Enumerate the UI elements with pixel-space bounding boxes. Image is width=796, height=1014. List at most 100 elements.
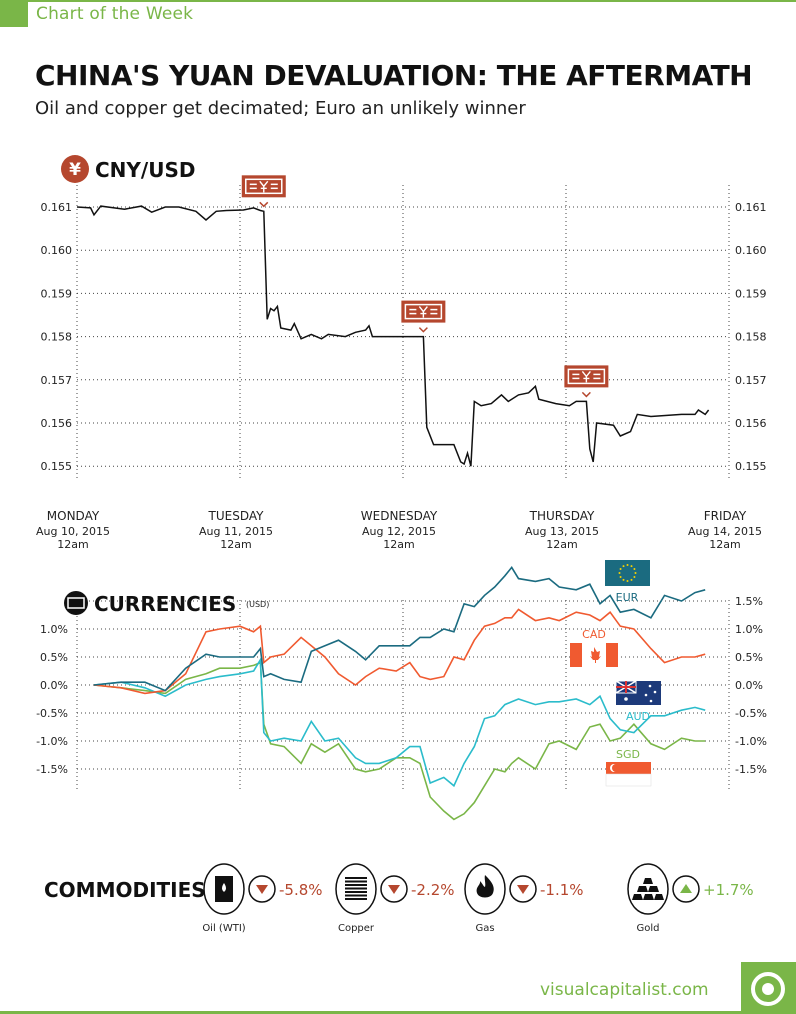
day-name: WEDNESDAY <box>361 509 438 523</box>
commodities-row: -5.8% Oil (WTI) -2.2% Copper -1.1% Gas +1.7% Go… <box>202 863 754 934</box>
eu-star <box>634 572 637 574</box>
day-name: FRIDAY <box>704 509 747 523</box>
eu-star <box>630 565 633 568</box>
y-tick-right: 0.156 <box>735 417 767 430</box>
coil <box>345 891 367 893</box>
page-subtitle: Oil and copper get decimated; Euro an un… <box>35 98 526 119</box>
page-title: CHINA'S YUAN DEVALUATION: THE AFTERMATH <box>35 59 753 92</box>
triangle-down-icon <box>388 885 400 894</box>
yuan-icon <box>61 155 89 183</box>
commodity-name: Gold <box>637 923 660 934</box>
eu-star <box>619 568 622 570</box>
day-date: Aug 13, 2015 <box>525 525 599 538</box>
y-tick-left: 0.159 <box>41 287 73 300</box>
footer-url[interactable]: visualcapitalist.com <box>540 980 709 1000</box>
y-tick-left: 1.0% <box>40 623 68 636</box>
top-bar <box>0 0 796 2</box>
eu-flag <box>605 560 650 586</box>
copper-coil-icon <box>345 877 367 900</box>
y-tick-right: 0.155 <box>735 460 767 473</box>
y-tick-right: 0.5% <box>735 651 763 664</box>
commodity-copper: -2.2% Copper <box>335 863 455 934</box>
eu-star <box>626 564 629 566</box>
legend-eur: EUR <box>616 591 639 604</box>
triangle-up-icon <box>680 884 692 893</box>
currencies-unit: (USD) <box>246 600 269 609</box>
commodity-oil-wti-: -5.8% Oil (WTI) <box>202 863 323 934</box>
commodity-change: -1.1% <box>540 881 584 899</box>
day-date: Aug 14, 2015 <box>688 525 762 538</box>
oil-barrel-icon <box>215 876 233 902</box>
yuan-symbol-icon <box>418 306 428 318</box>
cny-series <box>76 205 710 467</box>
devaluation-banknote-icon <box>401 300 446 333</box>
series-line-aud <box>93 657 706 788</box>
y-tick-right: 1.0% <box>735 623 763 636</box>
devaluation-banknote-icon <box>564 365 609 398</box>
day-name: MONDAY <box>47 509 100 523</box>
coil <box>345 884 367 886</box>
chevron-down-icon <box>418 327 428 333</box>
y-tick-right: 0.160 <box>735 244 767 257</box>
bars <box>632 878 664 900</box>
commodities-heading: COMMODITIES <box>44 878 206 902</box>
y-tick-right: 0.161 <box>735 201 767 214</box>
eu-star <box>633 576 636 578</box>
currency-series <box>93 566 706 821</box>
singapore-flag <box>605 762 652 787</box>
legend-sgd: SGD <box>616 748 640 761</box>
day-time: 12am <box>709 538 740 551</box>
yuan-glyph: ¥ <box>69 160 81 180</box>
legend-cad: CAD <box>582 628 606 641</box>
day-date: Aug 12, 2015 <box>362 525 436 538</box>
banknote-border <box>404 303 443 320</box>
series-line-cad <box>93 608 706 695</box>
y-tick-right: 0.157 <box>735 374 767 387</box>
coil <box>345 894 367 897</box>
y-tick-left: 0.157 <box>41 374 73 387</box>
day-date: Aug 10, 2015 <box>36 525 110 538</box>
gold-bars-icon <box>632 878 664 900</box>
commodity-change: -2.2% <box>411 881 455 899</box>
y-tick-left: 0.158 <box>41 331 73 344</box>
series-line-sgd <box>93 661 706 821</box>
y-tick-right: 0.159 <box>735 287 767 300</box>
y-tick-right: 0.158 <box>735 331 767 344</box>
drop <box>222 883 226 892</box>
eu-star <box>626 580 629 582</box>
cny-chart-title: CNY/USD <box>95 158 195 182</box>
commodity-name: Gas <box>475 923 494 934</box>
banknote-border <box>245 178 283 195</box>
eu-star <box>622 578 625 581</box>
commodity-gold: +1.7% Gold <box>627 863 754 934</box>
day-date: Aug 11, 2015 <box>199 525 273 538</box>
y-tick-left: 0.155 <box>41 460 73 473</box>
y-tick-left: -1.5% <box>36 763 68 776</box>
y-tick-left: -0.5% <box>36 707 68 720</box>
devaluation-markers <box>241 175 609 398</box>
triangle-down-icon <box>517 885 529 894</box>
series-line-eur <box>93 566 706 692</box>
brand-tab <box>0 0 28 27</box>
australia-flag <box>615 680 661 705</box>
y-tick-right: -0.5% <box>735 707 767 720</box>
flame-icon <box>476 875 494 898</box>
eu-star <box>633 568 636 570</box>
y-tick-left: -1.0% <box>36 735 68 748</box>
cny-line <box>76 205 710 467</box>
y-tick-left: 0.156 <box>41 417 73 430</box>
canada-flag <box>570 643 618 667</box>
day-time: 12am <box>57 538 88 551</box>
eu-star <box>630 578 633 581</box>
day-time: 12am <box>546 538 577 551</box>
day-time: 12am <box>383 538 414 551</box>
chevron-down-icon <box>581 391 591 398</box>
coil <box>345 887 367 890</box>
banknote-icon <box>64 591 88 615</box>
commodity-change: -5.8% <box>279 881 323 899</box>
yuan-symbol-icon <box>259 180 269 193</box>
coil <box>345 880 367 883</box>
coil <box>345 898 367 900</box>
